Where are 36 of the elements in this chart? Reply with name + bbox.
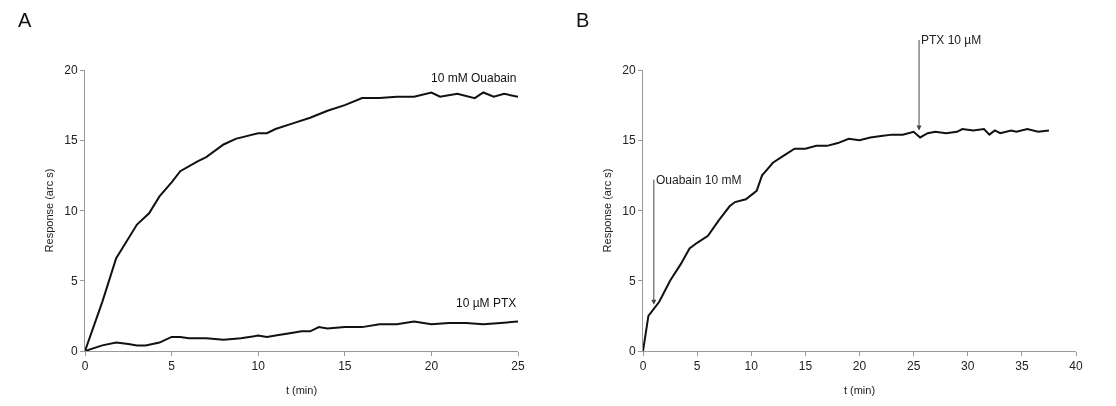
y-tick-label: 0 <box>70 344 78 359</box>
x-tick-label: 5 <box>693 359 701 374</box>
y-tick-label: 10 <box>622 203 636 218</box>
y-tick-label: 0 <box>628 344 636 359</box>
line-series <box>643 128 1050 351</box>
x-tick-label: 15 <box>798 359 813 374</box>
x-axis-title: t (min) <box>285 384 318 396</box>
y-tick-label: 20 <box>64 63 78 78</box>
x-axis-title: t (min) <box>843 384 876 396</box>
x-tick-label: 40 <box>1069 359 1083 374</box>
series-label: 10 mM Ouabain <box>431 71 517 85</box>
y-axis-title: Response (arc s) <box>43 168 55 253</box>
x-tick-label: 35 <box>1015 359 1029 374</box>
annotation: Ouabain 10 mM <box>656 173 742 187</box>
x-tick-label: 0 <box>81 359 89 374</box>
x-tick-label: 0 <box>639 359 647 374</box>
series-label: 10 µM PTX <box>456 296 517 310</box>
x-tick-label: 20 <box>424 359 439 374</box>
x-tick-label: 10 <box>744 359 759 374</box>
y-tick-label: 15 <box>622 133 636 148</box>
x-tick-label: 10 <box>251 359 266 374</box>
y-tick-label: 5 <box>70 273 78 288</box>
x-tick-label: 25 <box>511 359 525 374</box>
chart-title: A <box>18 9 32 31</box>
y-tick-label: 5 <box>628 273 636 288</box>
y-tick-label: 15 <box>64 133 78 148</box>
y-axis-title: Response (arc s) <box>601 168 613 253</box>
x-tick-label: 20 <box>852 359 867 374</box>
x-tick-label: 5 <box>168 359 176 374</box>
chart-title: B <box>576 9 590 31</box>
annotation: PTX 10 µM <box>921 33 982 47</box>
x-tick-label: 30 <box>961 359 975 374</box>
x-tick-label: 25 <box>906 359 921 374</box>
x-tick-label: 15 <box>338 359 352 374</box>
y-tick-label: 10 <box>64 203 78 218</box>
y-tick-label: 20 <box>622 63 636 78</box>
